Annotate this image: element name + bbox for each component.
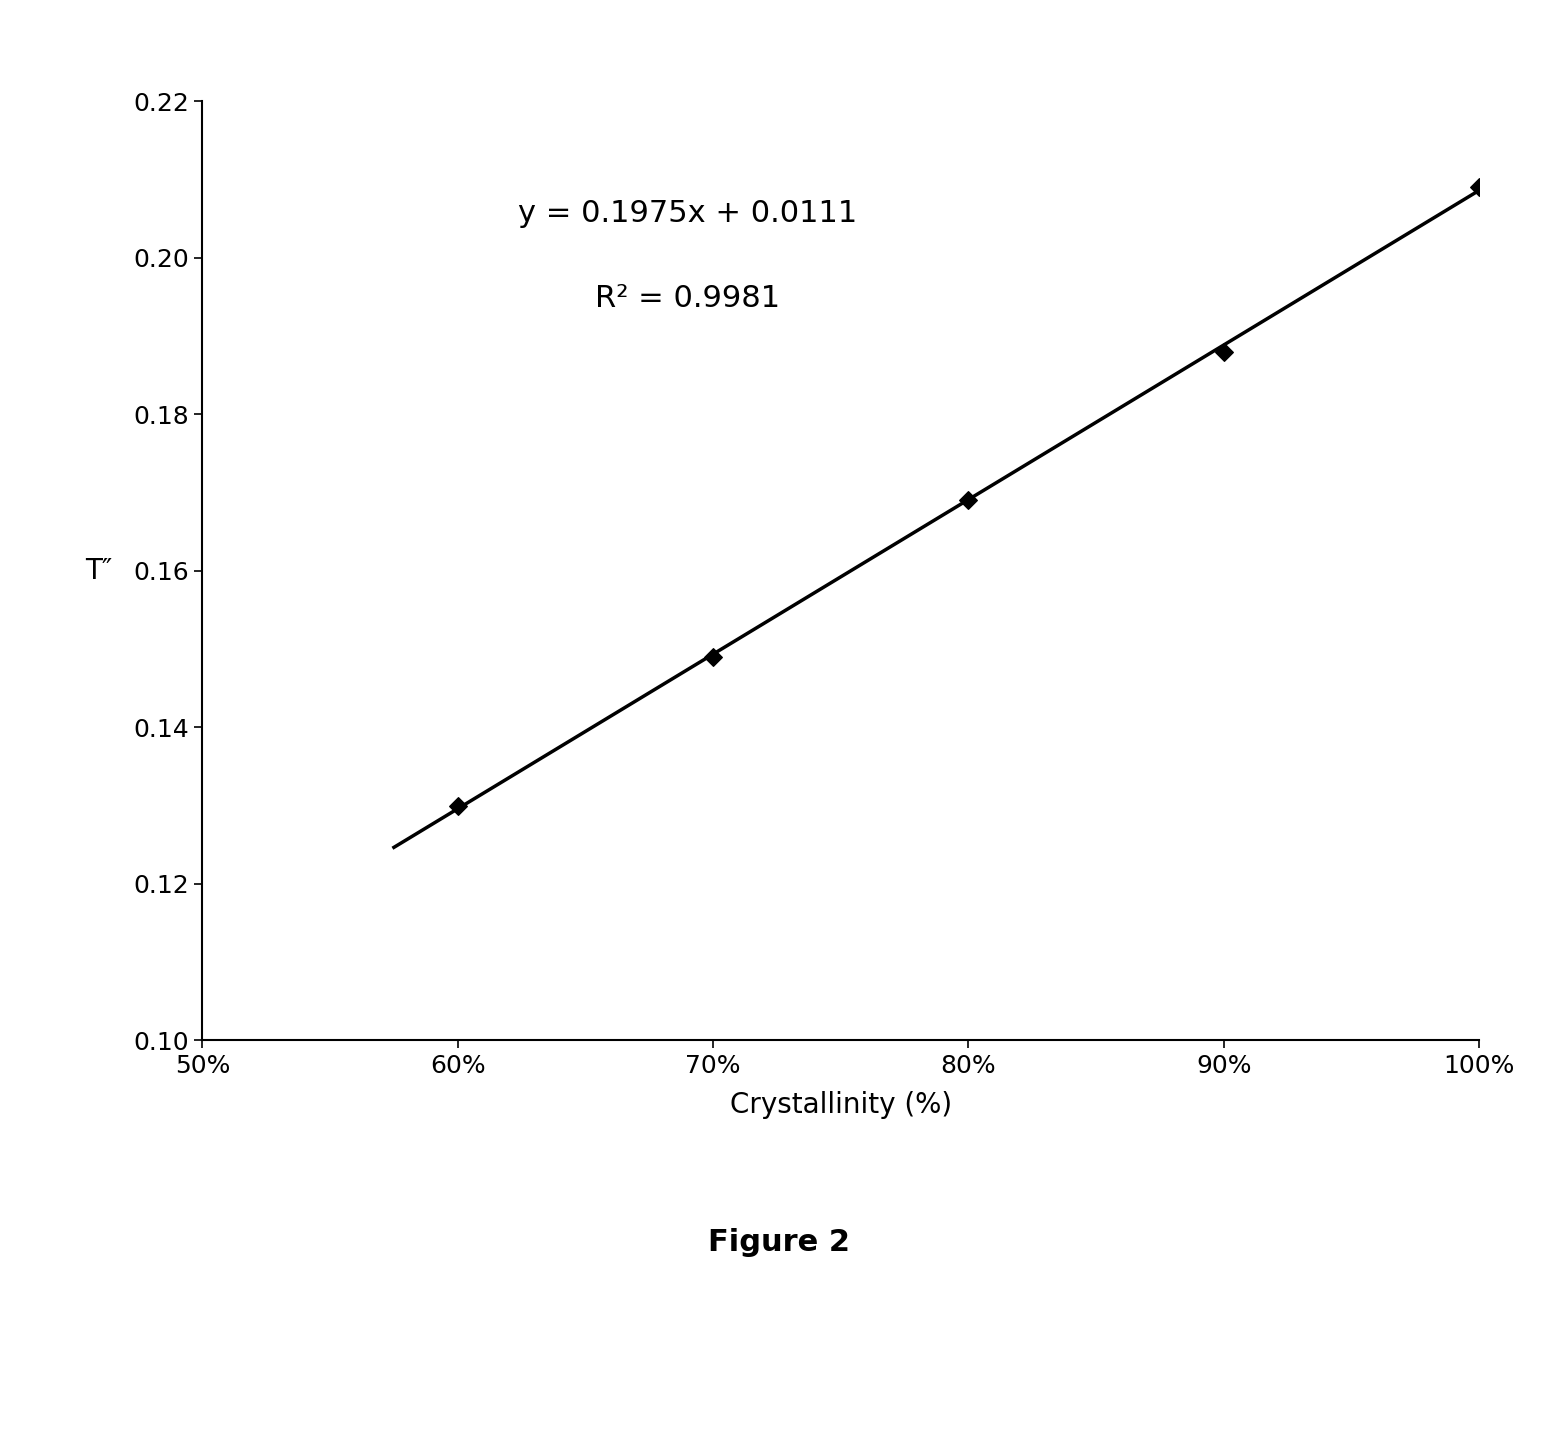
Text: Figure 2: Figure 2: [707, 1228, 850, 1257]
Point: [956, 488, 981, 512]
Text: y = 0.1975x + 0.0111: y = 0.1975x + 0.0111: [518, 199, 858, 228]
X-axis label: Crystallinity (%): Crystallinity (%): [730, 1091, 951, 1120]
Point: [1211, 340, 1236, 363]
Point: [445, 795, 470, 818]
Text: R² = 0.9981: R² = 0.9981: [595, 283, 780, 314]
Y-axis label: T″: T″: [86, 556, 112, 585]
Point: [1467, 176, 1492, 199]
Point: [701, 646, 726, 669]
